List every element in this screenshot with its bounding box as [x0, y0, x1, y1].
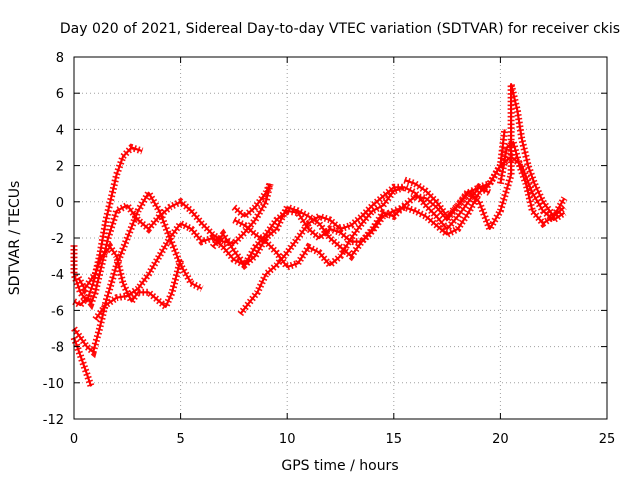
y-tick-label: 0: [56, 196, 64, 211]
axis-layer: 0 5 10 15 20 25 -12 -10 -8 -6 -4 -2 0 2 4 6 8: [43, 51, 616, 447]
sat-track-12-markers: [496, 135, 567, 229]
sat-track-5-line: [77, 246, 182, 308]
y-tick-label: 8: [56, 51, 64, 66]
sat-track-10-markers: [231, 182, 274, 221]
y-tick-label: -12: [43, 413, 64, 428]
sat-track-11-markers: [403, 83, 568, 237]
x-tick-label: 20: [492, 432, 509, 447]
chart-title: Day 020 of 2021, Sidereal Day-to-day VTE…: [60, 21, 620, 37]
y-tick-label: -10: [43, 377, 64, 392]
x-tick-label: 10: [279, 432, 296, 447]
y-tick-label: 2: [56, 160, 64, 175]
y-tick-label: 6: [56, 87, 64, 102]
sat-track-3-markers: [71, 185, 204, 359]
x-tick-label: 15: [386, 432, 403, 447]
y-tick-label: -8: [51, 341, 64, 356]
sat-track-6-markers: [92, 128, 509, 322]
plot-frame: [73, 56, 608, 420]
sat-track-7-markers: [232, 182, 492, 272]
x-axis-label: GPS time / hours: [281, 458, 398, 474]
y-tick-label: -4: [51, 268, 64, 283]
y-tick-label: -2: [51, 232, 64, 247]
x-tick-label: 25: [599, 432, 616, 447]
grid-layer: [74, 57, 607, 419]
sat-track-1-line: [72, 146, 143, 303]
y-tick-label: -6: [51, 304, 64, 319]
y-axis-label: SDTVAR / TECUs: [7, 181, 23, 296]
x-tick-label: 0: [70, 432, 78, 447]
y-tick-label: 4: [56, 123, 64, 138]
sat-track-2-markers: [72, 182, 274, 311]
sat-track-8-line: [239, 186, 405, 315]
x-tick-label: 5: [176, 432, 184, 447]
